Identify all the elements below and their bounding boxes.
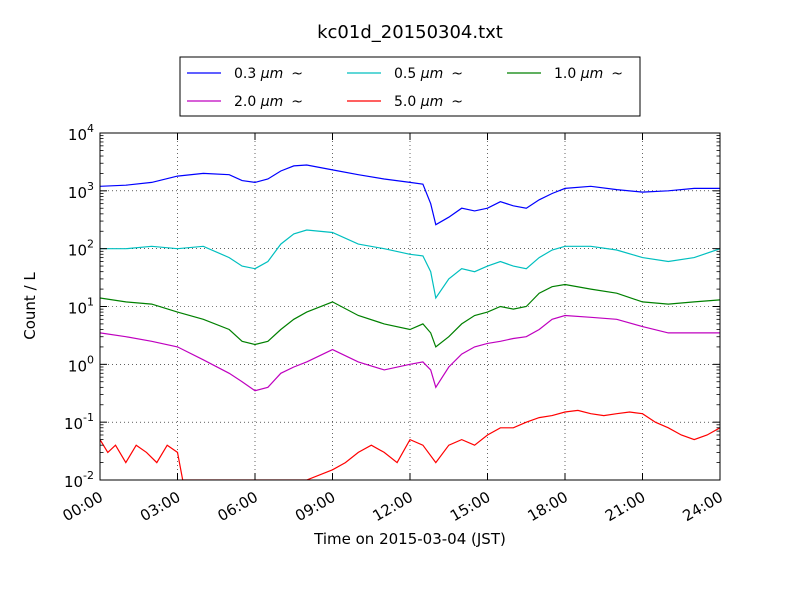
y-tick-label-exponent: 4 [87,122,94,135]
y-tick-label-base: 10 [68,242,87,260]
y-tick-label-base: 10 [68,126,87,144]
legend-suffix: ~ [611,66,623,82]
y-tick-label-exponent: -1 [83,411,94,424]
series-line-3 [100,314,720,392]
y-tick-label-exponent: -2 [83,469,94,482]
y-tick-label-base: 10 [68,357,87,375]
series-line-0 [100,164,720,226]
legend-suffix: ~ [451,94,463,110]
y-tick-label-exponent: 1 [87,296,94,309]
legend-unit: μm [260,66,284,82]
legend-size: 5.0 [394,94,421,110]
x-axis-label: Time on 2015-03-04 (JST) [313,530,506,548]
legend-unit: μm [420,66,444,82]
legend-label: 1.0 μm ~ [554,66,623,82]
legend-label: 0.3 μm ~ [234,66,303,82]
y-tick-label-exponent: 3 [87,180,94,193]
y-tick-label: 102 [68,238,94,260]
legend-size: 0.5 [394,66,421,82]
legend-suffix: ~ [291,66,303,82]
legend: 0.3 μm ~0.5 μm ~1.0 μm ~2.0 μm ~5.0 μm ~ [179,56,641,117]
legend-size: 1.0 [554,66,581,82]
legend-label: 0.5 μm ~ [394,66,463,82]
y-tick-label: 103 [68,180,94,202]
y-tick-label: 10-1 [64,411,94,433]
y-tick-label: 10-2 [64,469,94,491]
legend-unit: μm [420,94,444,110]
legend-item: 1.0 μm ~ [507,66,623,82]
y-tick-label-base: 10 [68,300,87,318]
y-tick-label-exponent: 2 [87,238,94,251]
legend-item: 0.3 μm ~ [187,66,303,82]
legend-item: 5.0 μm ~ [347,94,463,110]
grid [100,133,720,480]
y-tick-label-base: 10 [64,473,83,491]
series-line-1 [100,229,720,300]
y-tick-label-base: 10 [68,184,87,202]
legend-suffix: ~ [451,66,463,82]
legend-size: 0.3 [234,66,261,82]
legend-item: 2.0 μm ~ [187,94,303,110]
legend-label: 5.0 μm ~ [394,94,463,110]
y-axis-label: Count / L [21,272,39,340]
y-tick-label-base: 10 [64,415,83,433]
y-tick-label: 104 [68,122,94,144]
legend-label: 2.0 μm ~ [234,94,303,110]
legend-unit: μm [260,94,284,110]
legend-frame [179,56,641,117]
legend-unit: μm [580,66,604,82]
axis-ticks [99,132,721,481]
series-line-4 [100,409,720,480]
series-line-2 [100,283,720,348]
y-tick-label-exponent: 0 [87,353,94,366]
y-tick-label: 100 [68,353,94,375]
legend-suffix: ~ [291,94,303,110]
chart-title: kc01d_20150304.txt [317,22,503,43]
legend-size: 2.0 [234,94,261,110]
plot-series [100,164,720,480]
legend-item: 0.5 μm ~ [347,66,463,82]
y-tick-label: 101 [68,296,94,318]
